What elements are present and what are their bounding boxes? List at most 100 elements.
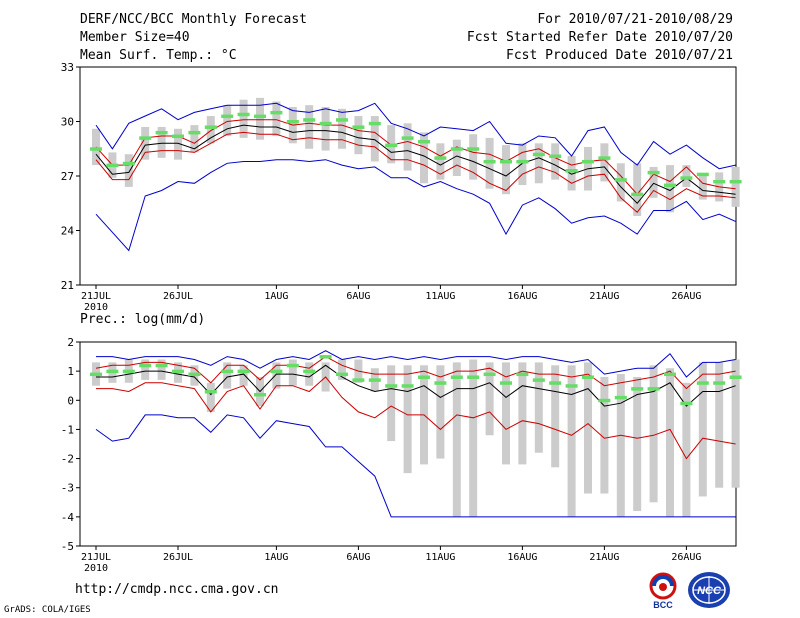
temp-spread-box xyxy=(256,97,264,140)
prec-median-mark xyxy=(221,369,234,374)
prec-ytick-label: -5 xyxy=(61,540,74,553)
variable-label: Mean Surf. Temp.: °C xyxy=(80,48,237,63)
temp-median-mark xyxy=(286,120,299,124)
prec-spread-box xyxy=(288,359,297,386)
temp-ytick-label: 30 xyxy=(61,116,74,129)
prec-spread-box xyxy=(239,365,248,386)
temp-median-mark xyxy=(614,178,627,182)
temp-spread-box xyxy=(190,125,199,153)
model-title: DERF/NCC/BCC Monthly Forecast xyxy=(80,12,307,27)
temp-ytick-label: 21 xyxy=(61,279,74,292)
prec-median-mark xyxy=(565,384,578,388)
prec-median-mark xyxy=(729,375,742,379)
prec-ytick-label: 0 xyxy=(67,394,74,407)
temp-median-mark xyxy=(582,159,594,164)
temp-spread-box xyxy=(551,143,560,180)
prec-median-mark xyxy=(582,375,594,379)
prec-spread-box xyxy=(633,376,642,512)
temp-spread-box xyxy=(370,116,379,162)
prec-median-mark xyxy=(385,384,398,388)
temp-spread-box xyxy=(124,154,133,187)
prec-spread-box xyxy=(616,374,625,517)
temp-median-mark xyxy=(418,139,430,144)
temp-spread-box xyxy=(682,165,691,187)
source-url[interactable]: http://cmdp.ncc.cma.gov.cn xyxy=(75,582,279,597)
temp-median-mark xyxy=(106,163,119,168)
temp-spread-box xyxy=(157,126,166,158)
prec-median-mark xyxy=(500,381,512,385)
prec-xtick-label: 11AUG xyxy=(425,552,455,563)
ncc-logo: NCC xyxy=(688,572,730,608)
temp-median-mark xyxy=(188,130,201,135)
temp-xtick-label: 21JUL xyxy=(81,291,111,302)
temp-spread-box xyxy=(239,99,248,138)
prec-mean-line xyxy=(96,364,736,407)
temp-upper-std-line xyxy=(95,119,736,195)
temp-median-mark xyxy=(352,125,365,129)
temp-xtick-label: 16AUG xyxy=(507,291,537,302)
temp-spread-box xyxy=(354,116,363,155)
prec-median-mark xyxy=(204,390,217,394)
prec-spread-box xyxy=(206,382,215,412)
prec-median-mark xyxy=(352,378,365,382)
prec-median-mark xyxy=(664,372,676,377)
prec-median-mark xyxy=(254,392,266,397)
temp-spread-box xyxy=(649,166,658,198)
temp-median-mark xyxy=(368,121,381,126)
prec-ytick-label: -1 xyxy=(61,423,74,436)
prec-spread-box xyxy=(338,359,346,380)
temp-spread-box xyxy=(436,143,445,180)
prec-median-mark xyxy=(155,363,168,368)
temp-max-line xyxy=(95,102,736,170)
temp-xtick-label: 1AUG xyxy=(264,291,288,302)
temp-spread-box xyxy=(206,116,215,144)
temp-xtick-label: 26JUL xyxy=(163,291,193,302)
temp-median-mark xyxy=(696,172,709,177)
temp-xtick-label: 21AUG xyxy=(589,291,619,302)
temp-median-mark xyxy=(713,179,726,184)
temp-median-mark xyxy=(647,170,660,175)
temp-median-mark xyxy=(500,159,512,164)
prec-spread-box xyxy=(502,362,510,465)
temp-ytick-label: 27 xyxy=(61,170,74,183)
prec-max-line xyxy=(96,350,736,378)
prec-median-mark xyxy=(418,375,430,379)
prec-median-mark xyxy=(467,375,480,379)
prec-xtick-label: 1AUG xyxy=(264,552,288,563)
prec-ytick-label: -3 xyxy=(61,482,74,495)
temp-lower-std-line xyxy=(95,131,736,214)
prec-spread-box xyxy=(698,362,707,497)
temp-median-mark xyxy=(237,112,250,117)
prec-spread-box xyxy=(403,365,412,474)
temp-spread-box xyxy=(420,132,428,184)
temp-spread-box xyxy=(403,123,412,171)
prec-median-mark xyxy=(106,369,119,374)
temp-median-mark xyxy=(155,130,168,135)
prec-xtick-year: 2010 xyxy=(84,563,108,574)
prec-median-mark xyxy=(172,369,184,374)
prec-median-mark xyxy=(647,387,660,391)
prec-median-mark xyxy=(303,369,316,374)
temp-spread-box xyxy=(469,134,478,180)
ncc-logo-text: NCC xyxy=(697,585,722,597)
prec-spread-box xyxy=(682,382,691,517)
prec-xtick-label: 6AUG xyxy=(346,552,370,563)
temp-spread-box xyxy=(616,163,625,202)
prec-median-mark xyxy=(237,369,250,374)
temp-median-mark xyxy=(598,156,611,160)
temp-median-mark xyxy=(221,114,234,119)
prec-median-mark xyxy=(598,398,611,403)
prec-spread-box xyxy=(452,362,461,517)
temp-median-mark xyxy=(729,179,742,184)
prec-min-line xyxy=(95,414,736,518)
prec-median-mark xyxy=(713,381,726,385)
temp-spread-box xyxy=(321,106,330,151)
temp-spread-box xyxy=(452,139,461,176)
prec-median-mark xyxy=(336,372,348,377)
temp-ytick-label: 24 xyxy=(61,225,75,238)
forecast-period: For 2010/07/21-2010/08/29 xyxy=(537,12,733,27)
prec-median-mark xyxy=(90,372,102,377)
temp-median-mark xyxy=(434,156,447,160)
prec-spread-box xyxy=(305,362,314,386)
prec-spread-box xyxy=(584,362,592,494)
